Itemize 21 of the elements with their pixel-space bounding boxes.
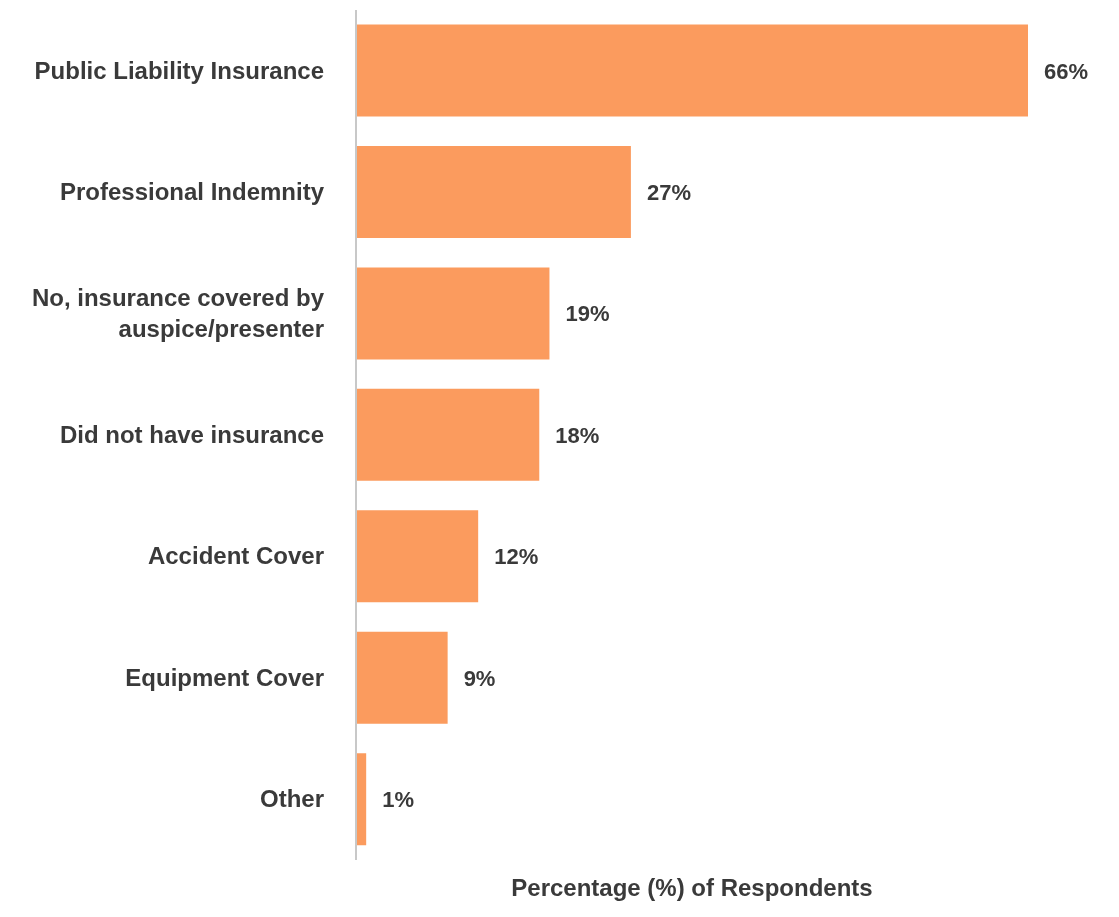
x-axis-title: Percentage (%) of Respondents [510,874,874,902]
data-label: 18% [555,422,600,448]
data-label: 9% [463,665,496,691]
y-tick-label: No, insurance covered by auspice/presenter [31,284,325,343]
bar [356,631,448,724]
data-label: 66% [1044,58,1089,84]
y-tick-label: Accident Cover [147,542,324,570]
data-label: 12% [494,544,539,570]
y-tick-label: Other [259,785,324,813]
bar [356,24,1028,117]
bar [356,510,479,603]
bar [356,267,550,360]
y-tick-label: Did not have insurance [59,421,324,448]
y-tick-label: Professional Indemnity [59,178,325,206]
data-label: 27% [646,180,691,205]
y-tick-label: Public Liability Insurance [34,56,324,84]
y-tick-label: Equipment Cover [125,663,324,691]
data-label: 19% [565,301,610,327]
data-label: 1% [382,787,414,813]
bar [356,146,631,238]
bar [356,388,540,481]
